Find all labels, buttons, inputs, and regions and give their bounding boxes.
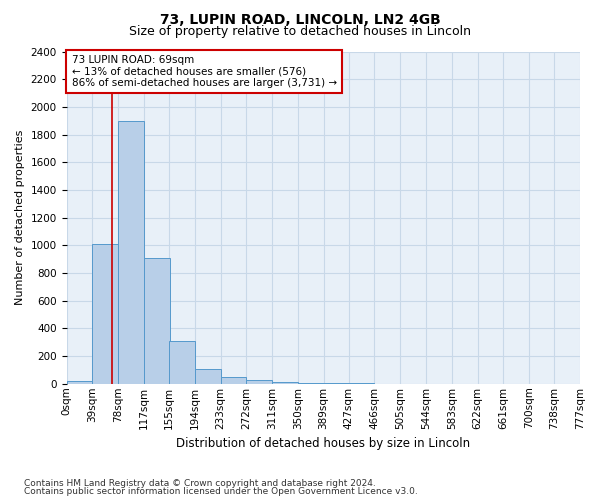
- Text: Size of property relative to detached houses in Lincoln: Size of property relative to detached ho…: [129, 25, 471, 38]
- Bar: [298, 383, 323, 384]
- Bar: [246, 380, 272, 384]
- Bar: [118, 120, 144, 384]
- Text: 73, LUPIN ROAD, LINCOLN, LN2 4GB: 73, LUPIN ROAD, LINCOLN, LN2 4GB: [160, 12, 440, 26]
- Y-axis label: Number of detached properties: Number of detached properties: [15, 130, 25, 306]
- Text: 73 LUPIN ROAD: 69sqm
← 13% of detached houses are smaller (576)
86% of semi-deta: 73 LUPIN ROAD: 69sqm ← 13% of detached h…: [71, 55, 337, 88]
- Text: Contains public sector information licensed under the Open Government Licence v3: Contains public sector information licen…: [24, 487, 418, 496]
- Text: Contains HM Land Registry data © Crown copyright and database right 2024.: Contains HM Land Registry data © Crown c…: [24, 478, 376, 488]
- Bar: [92, 244, 118, 384]
- Bar: [169, 341, 195, 384]
- Bar: [221, 377, 246, 384]
- Bar: [195, 368, 221, 384]
- Bar: [67, 381, 92, 384]
- X-axis label: Distribution of detached houses by size in Lincoln: Distribution of detached houses by size …: [176, 437, 470, 450]
- Bar: [144, 258, 170, 384]
- Bar: [272, 382, 298, 384]
